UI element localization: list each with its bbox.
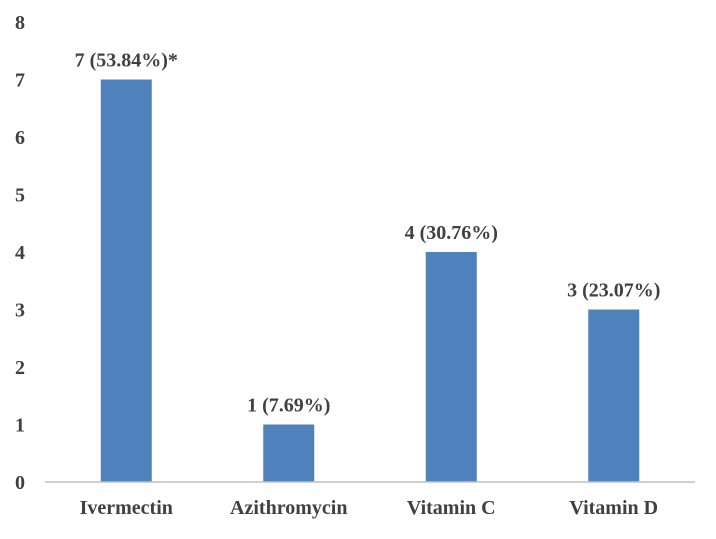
bar-vitamin-d <box>588 309 640 482</box>
y-tick-label: 2 <box>15 357 25 379</box>
y-tick-label: 6 <box>15 127 25 149</box>
y-tick-label: 1 <box>15 415 25 437</box>
bar-azithromycin <box>263 424 315 482</box>
y-tick-label: 7 <box>15 70 25 92</box>
x-axis-ticks: Ivermectin Azithromycin Vitamin C Vitamin D <box>80 497 659 519</box>
x-tick-label: Azithromycin <box>230 497 347 519</box>
data-label: 7 (53.84%)* <box>75 50 178 72</box>
y-axis-ticks: 0 1 2 3 4 5 6 7 8 <box>15 12 25 494</box>
x-tick-label: Vitamin C <box>407 497 496 519</box>
y-tick-label: 4 <box>15 242 25 264</box>
x-tick-label: Vitamin D <box>569 497 658 519</box>
y-tick-label: 5 <box>15 185 25 207</box>
data-label: 4 (30.76%) <box>405 222 498 244</box>
bar-ivermectin <box>100 79 152 482</box>
y-tick-label: 0 <box>15 472 25 494</box>
data-labels: 7 (53.84%)* 1 (7.69%) 4 (30.76%) 3 (23.07%) <box>75 50 661 417</box>
bar-vitamin-c <box>425 252 477 482</box>
y-tick-label: 3 <box>15 300 25 322</box>
bars <box>100 79 640 482</box>
y-tick-label: 8 <box>15 12 25 34</box>
data-label: 3 (23.07%) <box>567 280 660 302</box>
data-label: 1 (7.69%) <box>247 395 330 417</box>
x-tick-label: Ivermectin <box>80 497 173 519</box>
